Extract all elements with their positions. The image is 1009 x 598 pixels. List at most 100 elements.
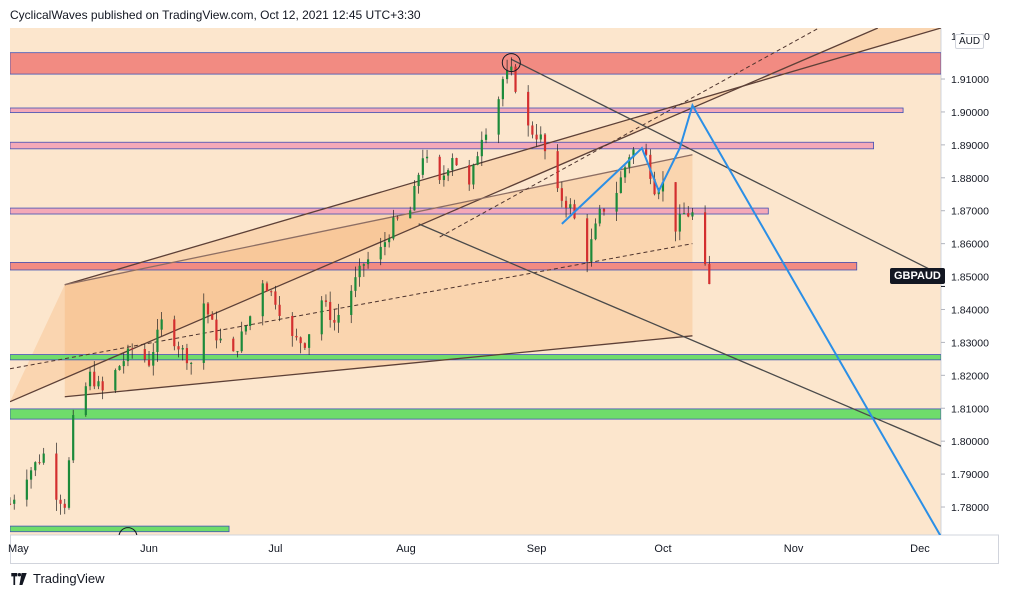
candle-body bbox=[425, 156, 429, 159]
candle-body bbox=[55, 453, 58, 500]
candle-body bbox=[202, 303, 205, 363]
candle-body bbox=[181, 348, 184, 350]
candle-body bbox=[160, 319, 163, 330]
candle-body bbox=[219, 338, 222, 341]
circle-marker-1 bbox=[118, 527, 138, 535]
candle-body bbox=[131, 348, 134, 350]
candle-body bbox=[278, 304, 281, 316]
candle-body bbox=[556, 151, 559, 189]
candle-body bbox=[261, 283, 264, 317]
candle-body bbox=[413, 186, 416, 211]
candle-body bbox=[632, 149, 635, 158]
candle-body bbox=[320, 300, 323, 335]
candle-body bbox=[324, 300, 328, 302]
price-tick-label: 1.90000 bbox=[951, 107, 989, 119]
candle-body bbox=[232, 338, 235, 352]
candle-body bbox=[476, 156, 479, 165]
candle-body bbox=[147, 359, 151, 366]
currency-badge: AUD bbox=[955, 34, 985, 49]
candle-body bbox=[72, 415, 75, 461]
candlesticks bbox=[10, 57, 711, 515]
zone-band-6 bbox=[10, 408, 941, 420]
candle-body bbox=[152, 352, 155, 366]
zone-band-1 bbox=[10, 107, 904, 114]
symbol-price-badge: GBPAUD bbox=[890, 268, 945, 284]
candle-body bbox=[265, 283, 269, 292]
candle-body bbox=[295, 335, 298, 338]
zone-band-7 bbox=[10, 525, 230, 533]
price-tick-label: 1.86000 bbox=[951, 239, 989, 251]
candle-body bbox=[438, 156, 441, 181]
candle-body bbox=[687, 213, 690, 217]
candle-body bbox=[396, 217, 399, 219]
candle-body bbox=[84, 386, 87, 416]
time-axis: May Jun Jul Aug Sep Oct Nov Dec bbox=[8, 543, 930, 555]
circle-marker-0 bbox=[501, 53, 521, 73]
candle-body bbox=[442, 175, 446, 181]
candle-body bbox=[535, 134, 538, 140]
price-tick-label: 1.83000 bbox=[951, 337, 989, 349]
price-tick-label: 1.89000 bbox=[951, 140, 989, 152]
price-tick-label: 1.82000 bbox=[951, 370, 989, 382]
candle-body bbox=[527, 91, 530, 126]
projection-line bbox=[561, 102, 941, 535]
candle-body bbox=[240, 331, 243, 352]
candle-body bbox=[143, 349, 146, 360]
candle-body bbox=[34, 462, 37, 471]
candle-body bbox=[497, 99, 500, 135]
footer: TradingView bbox=[10, 571, 105, 586]
candle-body bbox=[417, 174, 420, 187]
candle-body bbox=[586, 218, 589, 262]
candle-body bbox=[514, 66, 517, 92]
candle-body bbox=[337, 314, 340, 323]
lower-channel-shade bbox=[64, 154, 693, 397]
time-tick-label: Sep bbox=[527, 543, 547, 555]
candle-body bbox=[13, 499, 16, 504]
candle-body bbox=[173, 319, 176, 347]
candle-body bbox=[653, 178, 656, 195]
tradingview-brand: TradingView bbox=[33, 571, 105, 586]
candle-body bbox=[598, 208, 601, 224]
candle-body bbox=[615, 192, 618, 212]
candle-body bbox=[177, 346, 180, 350]
candle-body bbox=[468, 165, 471, 185]
candle-body bbox=[126, 348, 130, 362]
price-tick-label: 1.91000 bbox=[951, 74, 989, 86]
candle-body bbox=[623, 167, 627, 178]
candle-body bbox=[628, 157, 631, 168]
candle-body bbox=[114, 370, 117, 391]
candle-body bbox=[564, 200, 568, 208]
candle-body bbox=[42, 453, 45, 463]
price-tick-label-partial-suffix: 0 bbox=[984, 31, 990, 43]
circle-markers bbox=[118, 53, 521, 535]
zone-band-4 bbox=[10, 262, 858, 271]
candle-body bbox=[236, 351, 239, 353]
trend-line-3 bbox=[64, 154, 693, 286]
time-tick-label: Dec bbox=[910, 543, 930, 555]
candle-body bbox=[215, 319, 218, 341]
price-axis: 1.78000 1.79000 1.80000 1.81000 1.82000 1.830… bbox=[941, 31, 990, 514]
candle-body bbox=[388, 238, 391, 243]
candle-body bbox=[602, 208, 606, 212]
candle-body bbox=[67, 460, 71, 508]
candle-body bbox=[333, 319, 336, 323]
candle-body bbox=[274, 291, 277, 305]
candle-body bbox=[543, 134, 547, 152]
candle-body bbox=[122, 361, 125, 367]
candle-body bbox=[560, 188, 563, 201]
candle-body bbox=[25, 479, 28, 500]
candle-body bbox=[451, 158, 454, 171]
candle-body bbox=[691, 212, 694, 217]
candle-body bbox=[185, 348, 189, 364]
candle-body bbox=[366, 259, 370, 265]
candle-body bbox=[661, 182, 665, 192]
trend-line-6 bbox=[511, 58, 941, 276]
candle-body bbox=[211, 314, 214, 320]
candle-body bbox=[303, 343, 306, 348]
candle-body bbox=[329, 301, 332, 320]
candle-body bbox=[539, 134, 542, 140]
price-tick-label: 1.81000 bbox=[951, 403, 989, 415]
publication-header: CyclicalWaves published on TradingView.c… bbox=[10, 8, 421, 22]
candle-body bbox=[358, 265, 361, 278]
